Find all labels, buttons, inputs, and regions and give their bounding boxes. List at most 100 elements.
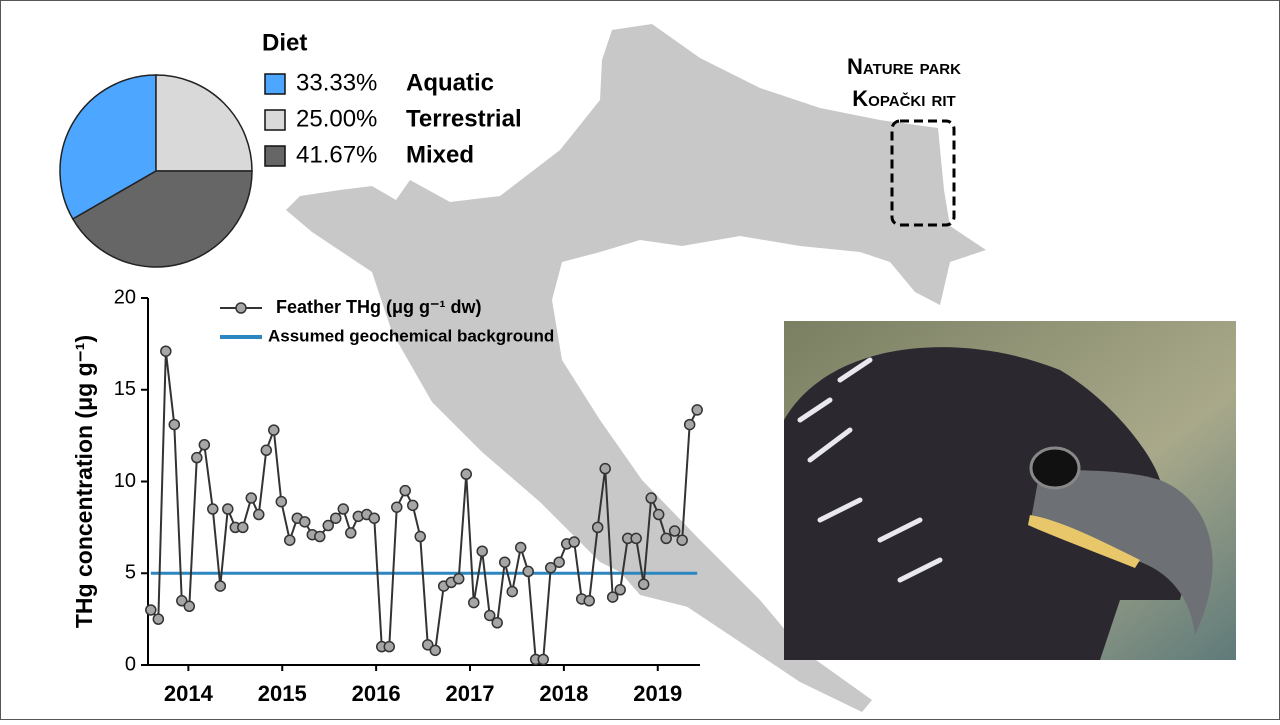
data-point xyxy=(237,521,249,534)
data-point xyxy=(284,534,296,546)
legend-value: 33.33% xyxy=(296,69,377,96)
data-point xyxy=(498,556,511,568)
data-point xyxy=(191,451,203,464)
data-point xyxy=(260,444,273,457)
data-point xyxy=(322,519,334,532)
data-point xyxy=(399,484,411,497)
data-point xyxy=(591,521,604,534)
data-point xyxy=(568,536,580,548)
x-tick-label: 2016 xyxy=(352,681,401,706)
data-point xyxy=(330,512,342,524)
data-point xyxy=(676,534,688,546)
line-chart: 0 5 10 15 20 2014 2015 2016 2017 2018 2019 THg conc… xyxy=(71,286,703,706)
data-point xyxy=(198,439,211,451)
data-point xyxy=(391,501,403,513)
pie-slice xyxy=(59,74,157,221)
y-tick-label: 10 xyxy=(114,470,136,492)
data-point xyxy=(614,584,626,596)
data-point xyxy=(514,541,527,554)
legend-label: Feather THg (μg g⁻¹ dw) xyxy=(276,297,482,317)
legend-label: Assumed geochemical background xyxy=(268,326,554,345)
pie-slice xyxy=(155,74,253,172)
legend-label: Terrestrial xyxy=(406,105,522,132)
data-point xyxy=(506,585,518,598)
legend-label: Mixed xyxy=(406,141,474,168)
data-point xyxy=(660,532,672,545)
data-point xyxy=(583,595,595,607)
eagle-eye xyxy=(1029,446,1081,490)
data-point xyxy=(460,468,472,480)
map-label: Nature park xyxy=(847,54,961,79)
data-point xyxy=(207,503,219,515)
x-tick-label: 2017 xyxy=(446,681,495,706)
data-point xyxy=(537,653,549,666)
x-tick-label: 2014 xyxy=(164,681,214,706)
croatia-shape xyxy=(286,24,986,712)
data-point xyxy=(268,424,280,436)
data-point xyxy=(599,462,611,475)
eagle-cere xyxy=(1028,515,1140,568)
x-tick-label: 2018 xyxy=(539,681,588,706)
y-axis-label: THg concentration (μg g⁻¹) xyxy=(71,335,97,628)
data-point xyxy=(168,418,181,431)
data-point xyxy=(245,492,258,504)
data-point xyxy=(429,644,442,657)
data-point xyxy=(668,525,681,537)
legend-title: Diet xyxy=(262,29,307,56)
data-point xyxy=(406,499,419,512)
data-point xyxy=(606,591,619,603)
data-point xyxy=(491,617,503,629)
data-point xyxy=(522,565,534,578)
data-point xyxy=(483,609,496,622)
data-point xyxy=(476,545,488,557)
data-point xyxy=(368,512,380,524)
legend-swatch xyxy=(264,145,286,167)
eagle-photo xyxy=(784,321,1236,660)
legend-label: Aquatic xyxy=(406,69,494,96)
data-point xyxy=(183,600,196,613)
data-point xyxy=(160,345,172,357)
island xyxy=(430,320,470,370)
pie-chart: Diet 33.33% Aquatic 25.00% Terrestrial 41.67%… xyxy=(59,29,522,268)
y-tick-label: 5 xyxy=(125,562,136,584)
data-point xyxy=(145,604,157,616)
pie-slice xyxy=(71,170,253,268)
island xyxy=(470,400,540,455)
data-point xyxy=(544,561,557,574)
data-point xyxy=(222,503,234,515)
data-point xyxy=(645,492,657,504)
data-point xyxy=(314,530,326,543)
legend-value: 25.00% xyxy=(296,105,377,132)
legend-value: 41.67% xyxy=(296,141,377,168)
legend-swatch xyxy=(264,73,286,95)
data-point xyxy=(630,532,642,545)
data-point xyxy=(345,527,357,539)
data-point xyxy=(176,595,188,607)
data-point xyxy=(468,596,480,609)
x-tick-label: 2019 xyxy=(633,681,682,706)
island xyxy=(400,245,430,300)
data-point xyxy=(414,530,426,543)
y-tick-label: 15 xyxy=(114,378,136,400)
data-point xyxy=(253,508,265,521)
data-point xyxy=(452,573,465,585)
data-point xyxy=(691,404,703,416)
data-point xyxy=(683,418,696,431)
data-point xyxy=(214,580,227,592)
data-point xyxy=(383,640,396,653)
data-point xyxy=(337,503,350,515)
x-tick-label: 2015 xyxy=(258,681,307,706)
eagle-head xyxy=(784,347,1200,660)
data-point xyxy=(275,495,288,508)
park-outline xyxy=(890,119,956,227)
map-label: Kopački rit xyxy=(852,86,955,111)
y-tick-label: 20 xyxy=(114,286,136,308)
legend-marker xyxy=(235,302,247,314)
legend-swatch xyxy=(264,109,286,131)
data-point xyxy=(299,516,311,528)
feathers xyxy=(797,357,943,583)
data-point xyxy=(637,578,650,591)
data-point xyxy=(553,556,565,568)
data-point xyxy=(152,613,165,625)
